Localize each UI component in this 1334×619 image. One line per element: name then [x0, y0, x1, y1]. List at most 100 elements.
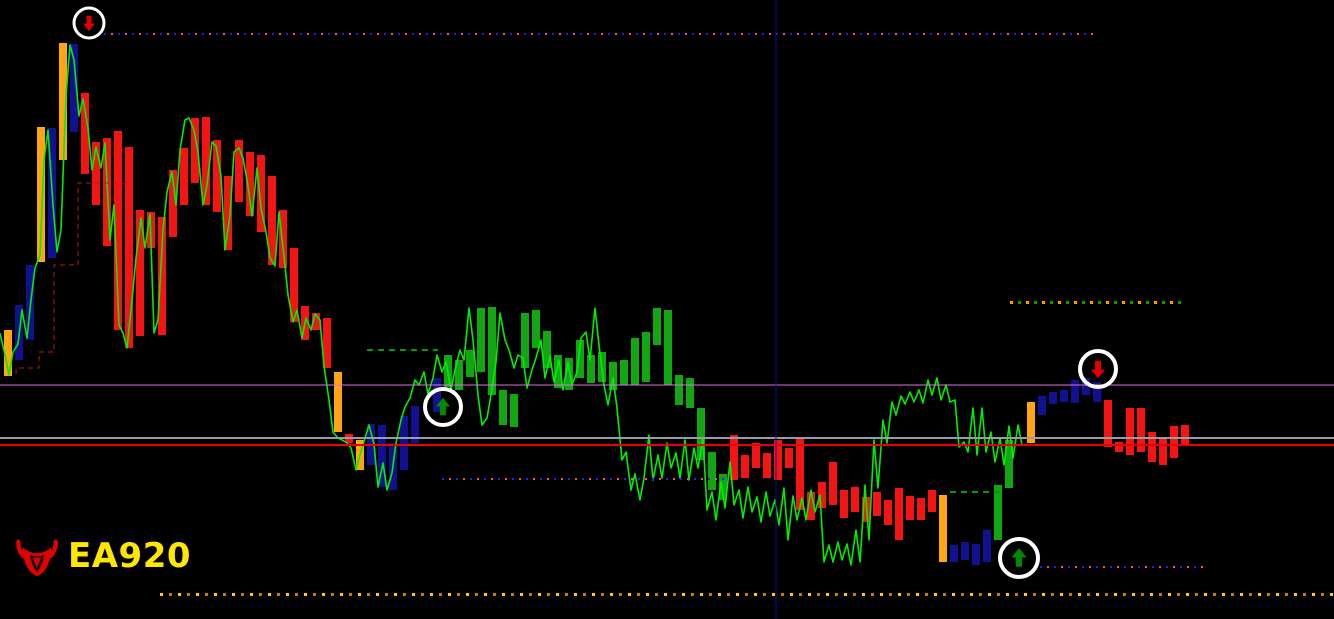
level-dot	[367, 593, 370, 596]
signal-markers-group[interactable]	[72, 6, 1118, 579]
level-dot	[300, 33, 302, 35]
price-bar-green	[642, 332, 650, 382]
level-dot	[1170, 301, 1173, 304]
level-dot	[447, 33, 449, 35]
price-bar-red	[290, 248, 298, 322]
level-dot	[1132, 593, 1135, 596]
level-dot	[986, 33, 988, 35]
level-dot	[384, 33, 386, 35]
price-bar-red	[1170, 426, 1178, 458]
level-dot	[1090, 301, 1093, 304]
price-bar-red	[169, 170, 177, 237]
stop-dashed-red-left	[15, 182, 126, 374]
level-dot	[808, 593, 811, 596]
level-dot	[650, 33, 652, 35]
level-dot	[671, 33, 673, 35]
sell-target-dotted-top[interactable]	[104, 33, 1093, 35]
level-dot	[187, 593, 190, 596]
level-dot	[174, 33, 176, 35]
level-dot	[699, 33, 701, 35]
price-bar-red	[81, 93, 89, 174]
level-dot	[682, 593, 685, 596]
price-bar-red	[741, 455, 749, 478]
baseline-dotted-yellow-bottom[interactable]	[160, 593, 1333, 596]
level-dot	[1110, 566, 1112, 568]
stop-dotted-purple-mid[interactable]	[442, 478, 724, 480]
buy-signal-marker-1[interactable]	[423, 387, 463, 427]
level-dot	[637, 593, 640, 596]
level-dot	[748, 33, 750, 35]
level-dot	[272, 33, 274, 35]
level-dot	[715, 478, 717, 480]
price-bar-green	[455, 360, 463, 390]
level-dot	[1078, 593, 1081, 596]
level-dot	[617, 478, 619, 480]
level-dot	[817, 593, 820, 596]
level-dot	[398, 33, 400, 35]
price-bar-red	[323, 318, 331, 368]
take-profit-dotted-orange-right[interactable]	[1010, 301, 1181, 304]
price-bar-red	[312, 313, 320, 330]
level-dot	[442, 478, 444, 480]
level-dot	[781, 593, 784, 596]
level-dot	[700, 593, 703, 596]
level-dot	[304, 593, 307, 596]
price-bar-green	[620, 360, 628, 385]
level-dot	[979, 593, 982, 596]
price-bar-green	[708, 452, 716, 490]
level-dot	[573, 33, 575, 35]
level-dot	[241, 593, 244, 596]
level-dot	[403, 593, 406, 596]
level-dot	[867, 33, 869, 35]
level-dot	[583, 593, 586, 596]
level-dot	[132, 33, 134, 35]
level-dot	[1061, 566, 1063, 568]
price-bar-blue	[1038, 396, 1046, 415]
level-dot	[457, 593, 460, 596]
price-bar-orange	[334, 372, 342, 432]
level-dot	[496, 33, 498, 35]
level-dot	[1231, 593, 1234, 596]
signal-ring	[1078, 349, 1118, 389]
buy-target-dotted-purple-right[interactable]	[1040, 566, 1203, 568]
down-arrow-icon	[1091, 360, 1105, 379]
level-dot	[202, 33, 204, 35]
sell-signal-marker-1[interactable]	[72, 6, 106, 40]
level-dot	[1070, 33, 1072, 35]
level-dot	[214, 593, 217, 596]
price-bar-red	[1181, 425, 1189, 445]
level-dot	[510, 33, 512, 35]
level-dot	[839, 33, 841, 35]
price-bar-green	[466, 350, 474, 377]
level-dot	[1042, 301, 1045, 304]
price-bar-blue	[961, 542, 969, 560]
level-dot	[1141, 593, 1144, 596]
level-dot	[736, 593, 739, 596]
level-dot	[1330, 593, 1333, 596]
level-dot	[412, 33, 414, 35]
level-dot	[853, 33, 855, 35]
price-bar-green	[554, 355, 562, 388]
price-bar-red	[873, 492, 881, 516]
level-dot	[1082, 301, 1085, 304]
price-bar-green	[477, 308, 485, 372]
level-dot	[988, 593, 991, 596]
price-bar-blue	[1093, 385, 1102, 402]
level-dot	[517, 33, 519, 35]
sell-signal-marker-2[interactable]	[1078, 349, 1118, 389]
level-dot	[1028, 33, 1030, 35]
level-dot	[196, 593, 199, 596]
level-dot	[1222, 593, 1225, 596]
level-dot	[575, 478, 577, 480]
price-bar-blue	[1049, 392, 1057, 404]
level-dot	[540, 478, 542, 480]
level-dot	[484, 593, 487, 596]
price-bar-blue	[1082, 378, 1090, 395]
level-dot	[783, 33, 785, 35]
level-dot	[874, 33, 876, 35]
buy-signal-marker-2[interactable]	[998, 537, 1040, 579]
level-dot	[181, 33, 183, 35]
level-dot	[1131, 566, 1133, 568]
